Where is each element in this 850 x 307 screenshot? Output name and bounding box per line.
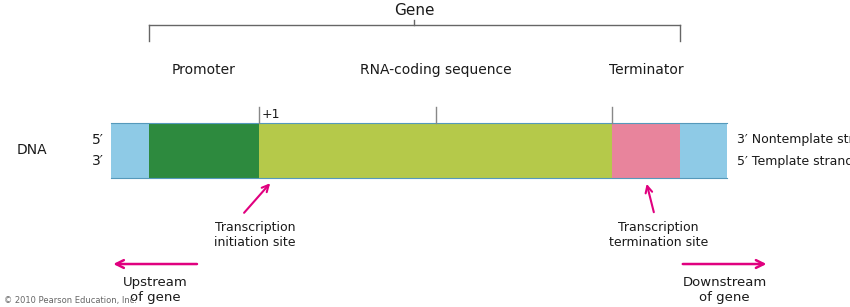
Text: 5′: 5′ (92, 133, 104, 147)
Text: DNA: DNA (16, 143, 47, 157)
Text: © 2010 Pearson Education, Inc.: © 2010 Pearson Education, Inc. (4, 297, 137, 305)
Text: 3′: 3′ (92, 154, 104, 168)
Text: +1: +1 (262, 108, 280, 121)
Text: RNA-coding sequence: RNA-coding sequence (360, 63, 512, 77)
Text: Downstream
of gene: Downstream of gene (683, 276, 767, 304)
Bar (259, 123, 612, 178)
Bar (110, 123, 727, 178)
Text: Upstream
of gene: Upstream of gene (122, 276, 188, 304)
Text: 3′ Nontemplate strand: 3′ Nontemplate strand (737, 133, 850, 146)
Text: Gene: Gene (394, 3, 434, 18)
Text: 5′ Template strand: 5′ Template strand (737, 155, 850, 168)
Bar (149, 123, 259, 178)
Text: Transcription
termination site: Transcription termination site (609, 221, 708, 249)
Text: Terminator: Terminator (609, 63, 683, 77)
Text: Promoter: Promoter (172, 63, 236, 77)
Bar (612, 123, 680, 178)
Text: Transcription
initiation site: Transcription initiation site (214, 221, 296, 249)
